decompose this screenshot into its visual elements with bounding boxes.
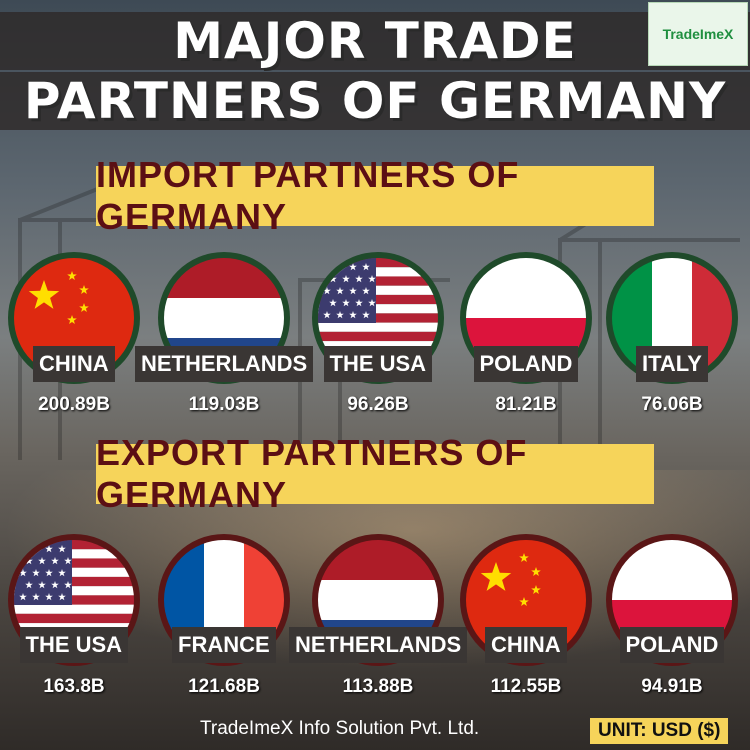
import-country-name: CHINA [33, 346, 115, 382]
export-heading: EXPORT PARTNERS OF GERMANY [96, 432, 654, 515]
export-country-name: THE USA [19, 627, 129, 663]
export-trade-value: 163.8B [43, 676, 105, 697]
import-country-name: THE USA [323, 346, 433, 382]
export-trade-value: 112.55B [490, 676, 562, 697]
export-country-name: CHINA [485, 627, 567, 663]
import-heading: IMPORT PARTNERS OF GERMANY [96, 154, 654, 237]
company-name: TradeImeX Info Solution Pvt. Ltd. [200, 718, 480, 739]
export-trade-value: 113.88B [342, 676, 414, 697]
export-country-name: FRANCE [172, 627, 276, 663]
import-trade-value: 76.06B [641, 394, 703, 415]
import-trade-value: 200.89B [38, 394, 110, 415]
page-title-line-1: MAJOR TRADE [173, 12, 577, 70]
export-trade-value: 121.68B [188, 676, 260, 697]
import-country-name: POLAND [473, 346, 579, 382]
export-country-name: NETHERLANDS [289, 627, 468, 663]
logo-text: TradeImeX [662, 26, 734, 42]
export-country-name: POLAND [619, 627, 725, 663]
page-title-line-2: PARTNERS OF GERMANY [23, 72, 727, 130]
tradeimex-logo: TradeImeX [648, 2, 748, 66]
import-country-name: NETHERLANDS [135, 346, 314, 382]
import-trade-value: 81.21B [495, 394, 557, 415]
title-band-1 [0, 12, 750, 70]
title-band-2 [0, 72, 750, 130]
import-trade-value: 119.03B [188, 394, 260, 415]
export-trade-value: 94.91B [641, 676, 703, 697]
import-trade-value: 96.26B [347, 394, 409, 415]
unit-badge: UNIT: USD ($) [590, 718, 729, 744]
import-country-name: ITALY [636, 346, 708, 382]
